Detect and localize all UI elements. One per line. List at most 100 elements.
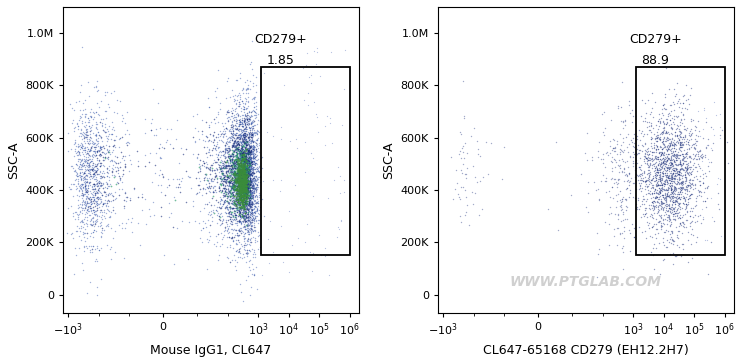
Point (644, 213, 656, 219)
Point (238, 87, 250, 92)
Point (665, 196, 677, 202)
Point (165, 210, 177, 216)
Point (678, 157, 690, 163)
Point (232, 213, 244, 219)
Point (221, 149, 233, 155)
Point (682, 182, 694, 188)
Point (212, 151, 224, 157)
Point (644, 148, 656, 154)
Point (684, 154, 695, 160)
Point (71, 120, 83, 126)
Point (234, 183, 246, 189)
Point (100, 193, 112, 199)
Point (250, 165, 262, 171)
Point (676, 185, 688, 191)
Point (244, 187, 256, 193)
Point (71, 205, 83, 211)
Text: 1.85: 1.85 (267, 54, 294, 67)
Point (239, 171, 251, 177)
Point (582, 209, 594, 215)
Point (672, 113, 684, 119)
Point (228, 183, 240, 189)
Point (649, 177, 661, 183)
Point (241, 154, 253, 160)
Point (237, 166, 249, 172)
Point (657, 206, 669, 212)
Point (247, 149, 259, 155)
Point (671, 199, 683, 205)
Point (207, 139, 219, 145)
Point (679, 173, 691, 178)
Point (675, 188, 687, 194)
Point (91, 121, 103, 127)
Point (76, 174, 88, 179)
Point (652, 194, 663, 200)
Point (637, 201, 649, 207)
Point (669, 93, 681, 99)
Point (234, 195, 246, 201)
Point (217, 168, 229, 174)
Point (661, 136, 673, 142)
Point (227, 163, 239, 169)
Point (672, 202, 684, 208)
Point (220, 146, 232, 152)
Point (663, 131, 675, 137)
Point (632, 197, 643, 203)
Point (629, 140, 640, 146)
Point (661, 144, 672, 150)
Point (91, 166, 103, 171)
Point (221, 205, 233, 211)
Point (227, 195, 239, 201)
Point (238, 186, 250, 191)
Point (684, 170, 695, 176)
Point (241, 159, 253, 165)
Point (247, 222, 259, 228)
Point (663, 143, 675, 149)
Point (239, 188, 250, 194)
Point (218, 197, 230, 202)
Point (248, 158, 260, 164)
Point (231, 206, 243, 212)
Point (227, 168, 239, 174)
Point (230, 146, 242, 151)
Point (155, 189, 167, 194)
Point (653, 183, 665, 189)
Point (246, 178, 258, 183)
Point (241, 172, 253, 178)
Point (679, 132, 691, 138)
Point (654, 187, 666, 193)
Point (635, 175, 646, 181)
Point (233, 161, 244, 167)
Point (76, 142, 88, 148)
Point (239, 189, 250, 194)
Point (88, 183, 100, 189)
Point (625, 137, 637, 143)
Point (226, 157, 238, 162)
Point (239, 181, 250, 187)
Point (220, 154, 232, 160)
Point (236, 185, 247, 191)
Point (618, 147, 630, 153)
Point (652, 150, 664, 156)
Point (673, 209, 685, 215)
Point (241, 151, 253, 157)
Point (648, 145, 660, 151)
Point (234, 148, 246, 154)
Point (223, 128, 235, 134)
Point (80, 151, 92, 157)
Point (244, 156, 256, 162)
Point (228, 174, 240, 180)
Point (192, 128, 204, 134)
Point (672, 214, 684, 219)
Point (304, 249, 316, 255)
Point (230, 162, 241, 168)
Point (651, 180, 663, 186)
Point (689, 160, 701, 166)
Point (235, 145, 247, 151)
Point (114, 159, 126, 165)
Point (646, 190, 658, 195)
Point (88, 114, 100, 119)
Point (225, 226, 237, 232)
Point (236, 170, 247, 176)
Point (656, 151, 668, 157)
